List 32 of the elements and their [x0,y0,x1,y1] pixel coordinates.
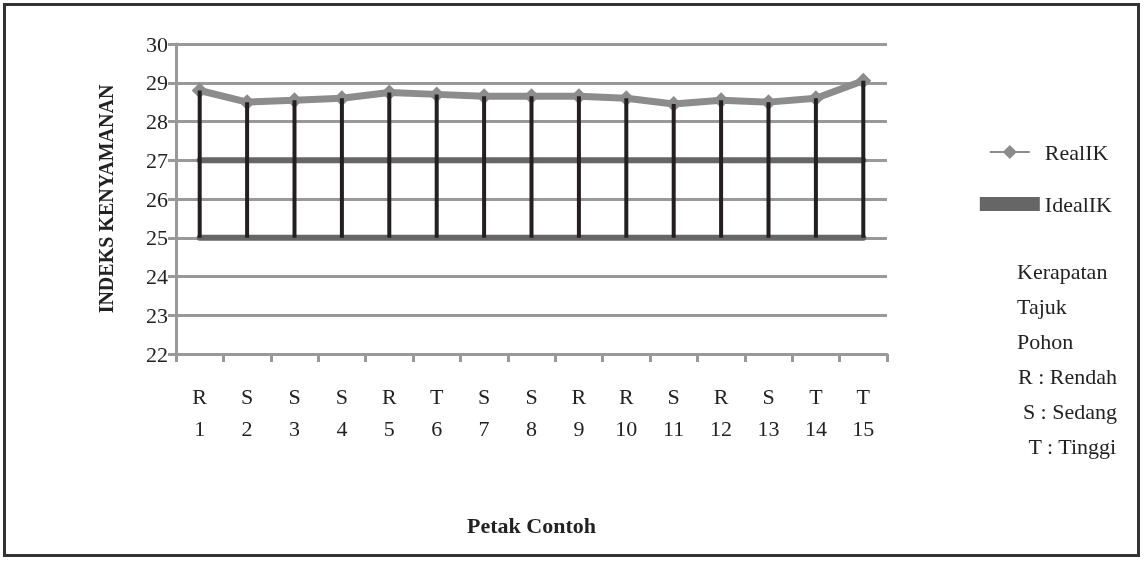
x-tick-label: S 11 [663,383,685,441]
y-tick-label: 25 [146,225,168,251]
y-axis-title: INDEKS KENYAMANAN [95,84,117,314]
legend-label: IdealIK [1044,191,1113,217]
x-tick-label: S 3 [288,383,301,441]
y-tick-label: 24 [146,264,168,289]
y-tick-label: 29 [146,70,168,96]
y-tick-label: 26 [146,186,168,212]
x-tick-label: R 10 [615,383,638,441]
x-tick-label: S 7 [477,383,491,441]
y-tick-label: 27 [146,147,168,173]
x-tick-label: S 4 [335,383,349,441]
x-tick-label: S 8 [525,383,538,441]
x-tick-label: S 2 [240,383,254,441]
y-tick-label: 23 [146,302,168,328]
text: T : Tinggi [1028,434,1117,459]
x-tick-label: T 6 [429,383,444,441]
text: Kerapatan Tajuk Pohon [1017,259,1113,354]
y-tick-label: 28 [146,109,168,134]
y-tick-label: 30 [146,31,168,57]
x-tick-label: R 1 [192,383,208,441]
text: R : Rendah [1018,364,1118,389]
x-tick-label: R 5 [381,383,397,441]
text: S : Sedang [1022,399,1118,424]
legend-label: RealIK [1044,139,1109,165]
x-axis-title: Petak Contoh [467,512,596,538]
x-tick-label: S 13 [757,383,780,441]
x-tick-label: T 15 [852,383,875,441]
y-tick-label: 22 [146,341,168,367]
x-tick-label: R 12 [710,383,733,441]
x-tick-label: T 14 [804,383,827,441]
x-tick-label: R 9 [571,383,587,441]
